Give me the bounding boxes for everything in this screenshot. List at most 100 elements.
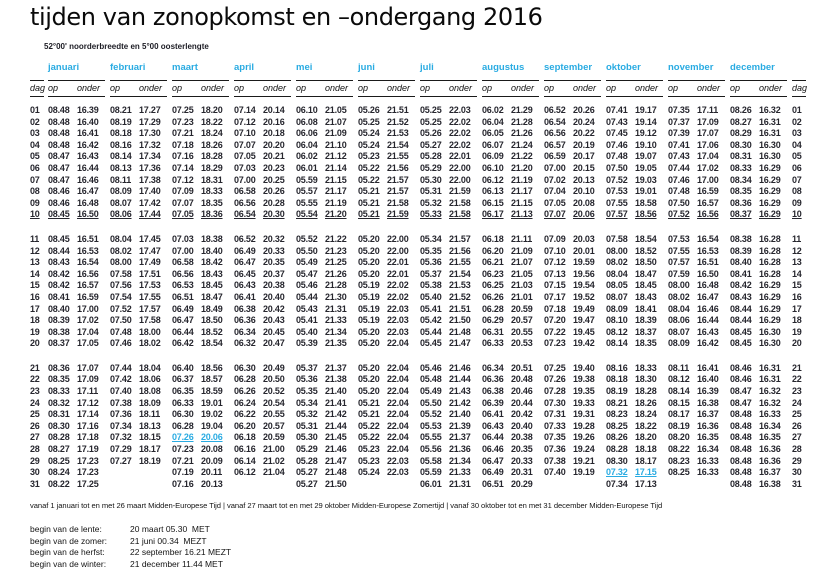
sunrise-time: 05.52	[296, 233, 318, 244]
sunrise-time: 06.30	[172, 409, 194, 420]
sunrise-time: 06.38	[234, 303, 256, 314]
time-cell: 08.25 18.22	[606, 421, 663, 433]
time-cell	[668, 479, 725, 491]
sunset-time: 18.54	[201, 338, 223, 349]
sunrise-time: 06.47	[172, 315, 194, 326]
table-row: 08 08.46 16.47 08.09 17.40 07.09 18.33 06.58 20.…	[30, 186, 815, 198]
time-cell: 08.23 16.33	[668, 456, 725, 468]
sunrise-time: 06.54	[234, 209, 256, 220]
sunset-time: 16.33	[697, 455, 719, 466]
sunset-time: 20.59	[511, 303, 533, 314]
sunrise-time: 07.40	[110, 386, 132, 397]
month-name-label: april	[234, 62, 255, 73]
sunset-time: 21.58	[449, 209, 471, 220]
time-cell: 08.23 18.24	[606, 409, 663, 421]
day-number: 20	[30, 338, 40, 349]
table-row: 23 08.33 17.11 07.40 18.08 06.35 18.59 06.26 20.…	[30, 386, 815, 398]
sunrise-time: 07.00	[234, 174, 256, 185]
sunrise-time: 08.04	[606, 268, 628, 279]
coordinates-subtitle: 52°00' noorderbreedte en 5°00 oosterleng…	[44, 42, 209, 51]
sunset-time: 21.33	[449, 467, 471, 478]
sunset-time: 21.13	[511, 209, 533, 220]
sunrise-time: 06.10	[482, 162, 504, 173]
sunset-time: 18.19	[139, 455, 161, 466]
sunrise-time: 07.32	[606, 467, 628, 478]
time-cell: 05.29 21.46	[296, 444, 353, 456]
sunrise-time: 07.58	[606, 233, 628, 244]
rise-set-header: op onder	[420, 80, 477, 97]
rise-header-label: op	[730, 83, 741, 93]
time-cell: 06.47 20.35	[234, 257, 291, 269]
day-col-spacer	[30, 62, 44, 77]
sunrise-time: 08.12	[668, 374, 690, 385]
time-cell: 06.28 20.50	[234, 374, 291, 386]
sunrise-time: 08.26	[730, 105, 752, 115]
sunset-time: 20.42	[511, 409, 533, 420]
sunrise-time: 08.39	[730, 245, 752, 256]
sunrise-time: 05.45	[420, 338, 442, 349]
time-cell: 05.25 22.02	[420, 117, 477, 129]
sunrise-time: 07.41	[606, 105, 628, 115]
time-cell: 07.44 17.02	[668, 163, 725, 175]
sunrise-time: 07.13	[544, 268, 566, 279]
set-header-label: onder	[77, 83, 101, 93]
sunrise-time: 05.20	[358, 257, 380, 268]
month-column-header: april	[234, 62, 291, 77]
sunset-time: 18.28	[201, 151, 223, 162]
sunset-time: 20.53	[511, 338, 533, 349]
sunset-time: 19.01	[635, 186, 657, 197]
sunset-time: 17.47	[139, 245, 161, 256]
sunset-time: 18.38	[201, 233, 223, 244]
day-number: 14	[30, 268, 40, 279]
table-row: 19 08.38 17.04 07.48 18.00 06.44 18.52 06.34 20.…	[30, 327, 815, 339]
time-cell: 08.30 16.30	[730, 140, 787, 152]
sunrise-time: 06.56	[172, 268, 194, 279]
month-column-header: maart	[172, 62, 229, 77]
sunrise-time: 08.10	[606, 315, 628, 326]
sunrise-time: 06.02	[482, 105, 504, 115]
sunset-time: 18.35	[635, 338, 657, 349]
sunset-time: 21.24	[511, 139, 533, 150]
sunset-time: 20.26	[573, 105, 595, 115]
sunset-time: 16.30	[759, 139, 781, 150]
day-number: 22	[792, 374, 802, 385]
sunset-time: 22.00	[449, 162, 471, 173]
sunrise-time: 08.35	[48, 374, 70, 385]
sunrise-time: 06.04	[296, 139, 318, 150]
sunset-time: 19.33	[573, 397, 595, 408]
sunset-time: 21.15	[325, 174, 347, 185]
time-cell: 05.33 21.58	[420, 209, 477, 221]
time-cell: 07.05 20.08	[544, 198, 601, 210]
time-cell: 07.15 19.54	[544, 280, 601, 292]
sunrise-time: 08.36	[48, 362, 70, 373]
sunrise-time: 06.51	[172, 291, 194, 302]
sunset-time: 18.59	[201, 386, 223, 397]
time-cell: 05.41 21.51	[420, 304, 477, 316]
time-cell: 06.58 18.42	[172, 257, 229, 269]
sunrise-time: 06.45	[234, 268, 256, 279]
sunset-time: 16.29	[759, 174, 781, 185]
sunrise-time: 07.34	[110, 420, 132, 431]
sunset-time: 17.05	[77, 338, 99, 349]
time-cell: 07.32 18.15	[110, 432, 167, 444]
sunrise-time: 05.40	[296, 326, 318, 337]
sunset-time: 18.04	[139, 362, 161, 373]
sunrise-time: 07.48	[668, 186, 690, 197]
sunrise-time: 07.46	[606, 139, 628, 150]
sunrise-time: 06.33	[172, 397, 194, 408]
sunset-time: 21.17	[511, 186, 533, 197]
day-group: 11 08.45 16.51 08.04 17.45 07.03 18.38 06.52 20.…	[30, 234, 815, 350]
time-cell: 08.13 17.36	[110, 163, 167, 175]
sunrise-time: 05.39	[296, 338, 318, 349]
sunrise-time: 06.28	[234, 374, 256, 385]
time-cell: 07.55 18.58	[606, 198, 663, 210]
timezone-note: vanaf 1 januari tot en met 26 maart Midd…	[30, 501, 663, 511]
time-cell: 07.31 19.31	[544, 409, 601, 421]
sunrise-time: 06.52	[544, 105, 566, 115]
time-cell: 08.15 16.38	[668, 398, 725, 410]
sunset-time: 21.34	[449, 455, 471, 466]
sunrise-time: 07.26	[544, 374, 566, 385]
time-cell: 08.16 18.33	[606, 363, 663, 375]
sunrise-time: 07.32	[110, 432, 132, 443]
